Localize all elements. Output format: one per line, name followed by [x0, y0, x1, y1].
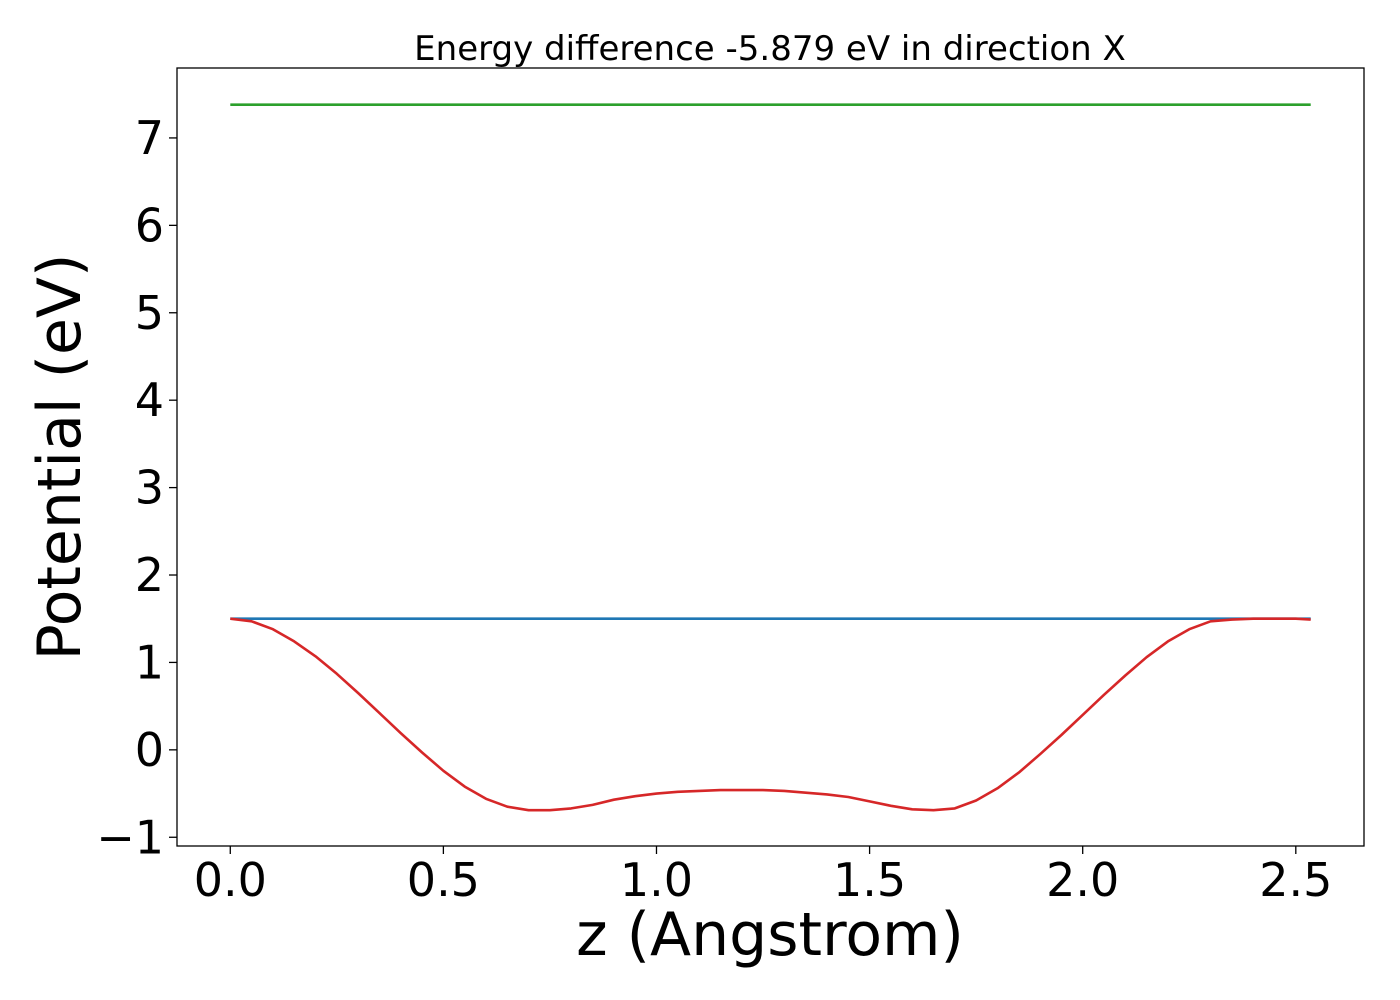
y-tick-label-8: 7	[135, 111, 164, 165]
x-tick-label-5: 2.5	[1259, 853, 1332, 907]
y-tick-label-2: 1	[135, 635, 164, 689]
plot-frame	[176, 67, 1365, 847]
x-tick-label-4: 2.0	[1046, 853, 1119, 907]
x-axis-label: z (Angstrom)	[576, 900, 964, 970]
x-axis-ticks: 0.0 0.5 1.0 1.5 2.0 2.5	[194, 846, 1332, 907]
y-tick-label-3: 2	[135, 548, 164, 602]
y-axis-ticks: −1 0 1 2 3 4 5 6 7	[96, 111, 177, 864]
y-tick-label-4: 3	[135, 461, 164, 515]
y-tick-label-0: −1	[96, 810, 164, 864]
x-tick-label-1: 0.5	[407, 853, 480, 907]
y-tick-label-1: 0	[135, 723, 164, 777]
x-tick-label-0: 0.0	[194, 853, 267, 907]
x-tick-label-2: 1.0	[620, 853, 693, 907]
series-layer	[230, 103, 1311, 812]
series-line-3	[230, 617, 1311, 812]
y-axis-label: Potential (eV)	[25, 254, 95, 661]
y-tick-label-6: 5	[135, 286, 164, 340]
y-tick-label-5: 4	[135, 373, 164, 427]
chart-title: Energy difference -5.879 eV in direction…	[414, 29, 1126, 69]
y-tick-label-7: 6	[135, 198, 164, 252]
x-tick-label-3: 1.5	[833, 853, 906, 907]
